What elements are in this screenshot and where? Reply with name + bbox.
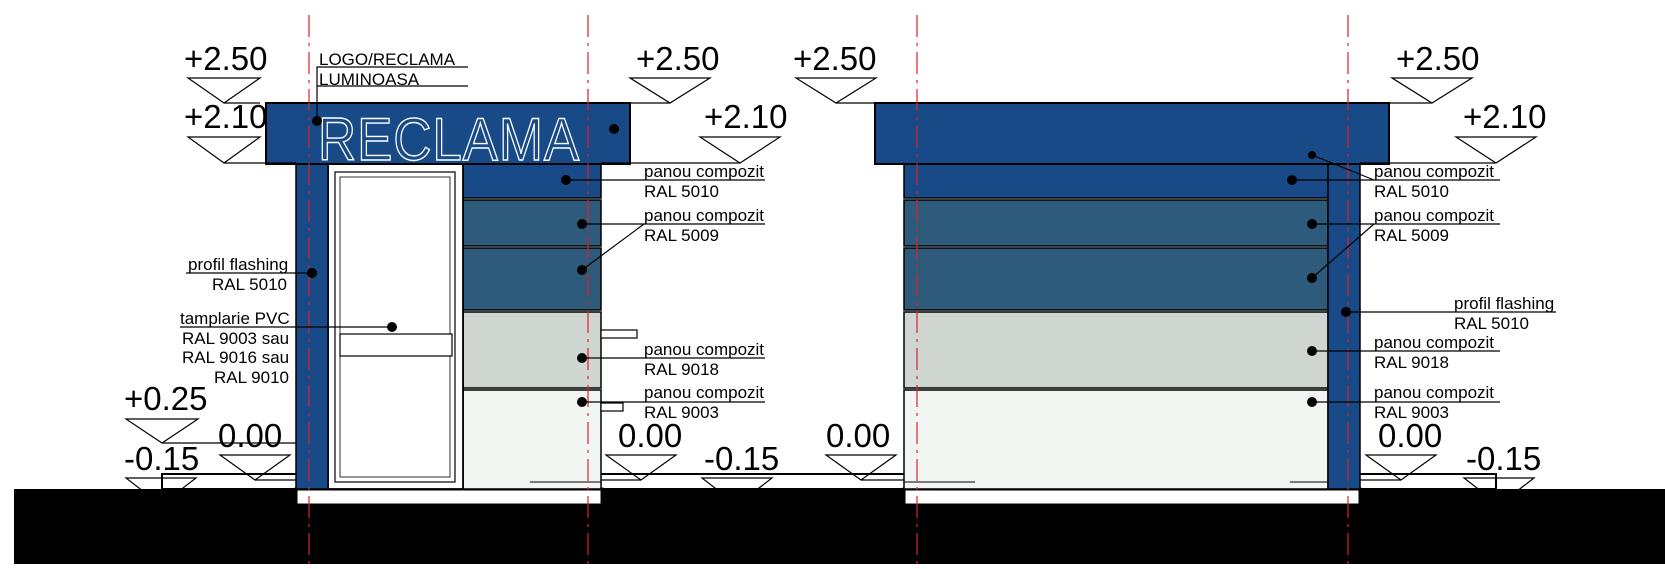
left-level-canopy-left: +2.10	[184, 98, 268, 135]
right-level-top-left: +2.50	[793, 40, 877, 77]
right-level-marker-zero-right	[1360, 454, 1438, 481]
dot-right-5010-canopy	[1308, 151, 1316, 159]
ground-slab	[14, 489, 1665, 564]
left-level-top-right: +2.50	[636, 40, 720, 77]
left-level-zero-left: 0.00	[218, 417, 282, 454]
label-right-5010-line1: panou compozit	[1374, 162, 1494, 181]
label-right-5009-line1: panou compozit	[1374, 206, 1494, 225]
right-level-zero-right: 0.00	[1378, 417, 1442, 454]
label-left-9003-line1: panou compozit	[644, 383, 764, 402]
dot-right-5010	[1287, 175, 1297, 185]
left-plinth-top	[294, 487, 604, 507]
dot-right-9003	[1307, 397, 1317, 407]
label-left-9003-line2: RAL 9003	[644, 403, 719, 422]
dot-right-flashing	[1341, 307, 1351, 317]
label-pvc-line2: RAL 9003 sau	[182, 329, 289, 348]
label-flashing-left-line2: RAL 5010	[212, 275, 287, 294]
right-panel-ral9003	[903, 389, 1329, 490]
left-level-marker-zero-left	[218, 454, 296, 481]
left-bracket-1	[600, 329, 638, 339]
label-flashing-left-line1: profil flashing	[188, 255, 288, 274]
label-left-5010-line2: RAL 5010	[644, 182, 719, 201]
right-level-marker-minus-right	[1462, 477, 1536, 506]
sign-text: RECLAMA	[318, 106, 580, 173]
left-canopy-sign	[265, 102, 631, 165]
dot-right-5009-b	[1307, 273, 1317, 283]
right-panel-ral9018	[903, 311, 1329, 389]
dot-left-9003	[577, 397, 587, 407]
right-plinth	[902, 487, 1362, 507]
label-right-flashing-line2: RAL 5010	[1454, 314, 1529, 333]
label-left-5009-line1: panou compozit	[644, 206, 764, 225]
leader-right-5009	[1311, 223, 1500, 279]
label-right-9018-line2: RAL 9018	[1374, 353, 1449, 372]
left-level-marker-zero-right	[601, 454, 678, 481]
left-level-plinth: +0.25	[124, 380, 208, 417]
right-level-marker-zero-left	[824, 454, 904, 481]
left-panel-ral9003	[462, 389, 602, 490]
label-right-9003-line1: panou compozit	[1374, 383, 1494, 402]
right-level-marker-top-left	[793, 77, 879, 104]
right-elevation: +2.50 +2.50 +2.10 0.00 0.00 -0.15 panou …	[793, 15, 1556, 564]
right-panel-ral5010	[903, 163, 1329, 199]
dot-pvc	[387, 322, 397, 332]
leader-logo	[316, 66, 468, 121]
right-canopy	[874, 102, 1390, 165]
left-level-canopy-right: +2.10	[704, 98, 788, 135]
right-level-canopy-right: +2.10	[1463, 98, 1547, 135]
right-level-marker-canopy-right	[1360, 136, 1539, 164]
dot-left-5009-b	[577, 265, 587, 275]
label-right-5009-line2: RAL 5009	[1374, 226, 1449, 245]
right-panel-ral5009-b	[903, 247, 1329, 311]
left-level-zero-right: 0.00	[618, 417, 682, 454]
right-flashing-column	[1327, 163, 1361, 490]
label-right-9018-line1: panou compozit	[1374, 333, 1494, 352]
left-level-marker-minus-right	[700, 477, 774, 506]
label-pvc-line1: tamplarie PVC	[180, 309, 290, 328]
label-right-5010-line2: RAL 5010	[1374, 182, 1449, 201]
left-panel-ral5009-b	[462, 247, 602, 311]
dot-flashing-left	[307, 268, 317, 278]
dot-left-5010	[561, 175, 571, 185]
label-right-flashing-line1: profil flashing	[1454, 294, 1554, 313]
dot-left-9018	[577, 353, 587, 363]
left-level-marker-canopy-right	[601, 136, 783, 164]
label-logo-line1: LOGO/RECLAMA	[319, 50, 456, 69]
label-logo-line2: LUMINOASA	[319, 70, 420, 89]
dot-right-5009-a	[1307, 219, 1317, 229]
dot-left-5009-a	[577, 219, 587, 229]
left-level-marker-top-right	[627, 77, 713, 104]
left-panel-ral9018	[462, 311, 602, 389]
label-pvc-line4: RAL 9010	[214, 368, 289, 387]
right-level-minus-right: -0.15	[1466, 440, 1541, 477]
left-level-top-left: +2.50	[184, 40, 268, 77]
left-bracket-2	[600, 402, 624, 412]
dot-right-9018	[1307, 346, 1317, 356]
left-door-handlebar	[339, 333, 453, 357]
right-level-top-right: +2.50	[1396, 40, 1480, 77]
left-elevation: RECLAMA +2.50 +2.10 +2.50 +2.10 +0.25 0.…	[124, 15, 788, 564]
left-level-marker-top	[186, 77, 262, 104]
right-level-zero-left: 0.00	[826, 417, 890, 454]
label-left-9018-line2: RAL 9018	[644, 360, 719, 379]
right-level-marker-top-right	[1389, 77, 1475, 104]
dot-canopy	[609, 124, 619, 134]
left-level-minus-right: -0.15	[704, 440, 779, 477]
left-level-minus-left: -0.15	[124, 440, 199, 477]
left-level-marker-plinth	[124, 418, 296, 444]
leader-right-5010	[1292, 154, 1500, 181]
left-level-marker-canopy	[186, 136, 296, 164]
label-left-9018-line1: panou compozit	[644, 340, 764, 359]
right-panel-ral5009-a	[903, 199, 1329, 247]
label-right-9003-line2: RAL 9003	[1374, 403, 1449, 422]
dot-logo	[312, 116, 322, 126]
leader-left-5009	[581, 223, 765, 271]
label-pvc-line3: RAL 9016 sau	[182, 348, 289, 367]
label-left-5009-line2: RAL 5009	[644, 226, 719, 245]
left-level-marker-minus-left	[124, 477, 198, 506]
label-left-5010-line1: panou compozit	[644, 162, 764, 181]
